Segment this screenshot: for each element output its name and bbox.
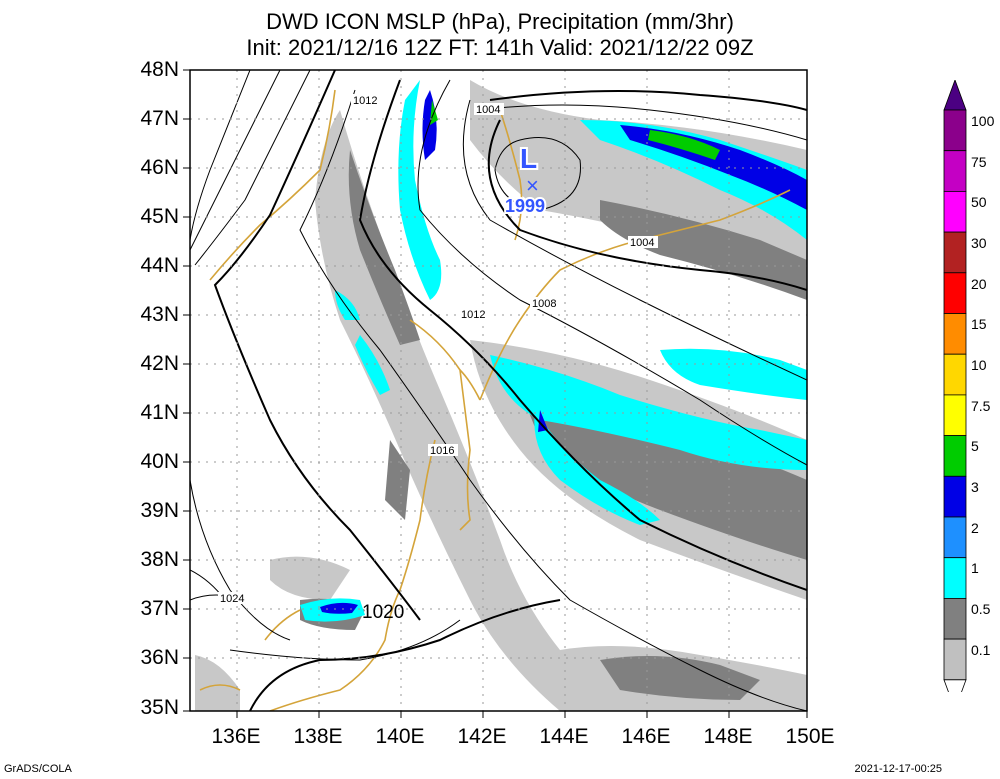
precip-colorbar <box>943 80 967 692</box>
colorbar-label: 5 <box>971 438 979 454</box>
lon-label: 148E <box>703 725 753 748</box>
colorbar-swatch <box>943 435 967 477</box>
colorbar-swatch-below <box>943 679 967 692</box>
colorbar-swatch <box>943 150 967 192</box>
lon-label: 138E <box>293 725 343 748</box>
lon-label: 146E <box>621 725 671 748</box>
lat-label: 38N <box>140 548 179 571</box>
map-title: DWD ICON MSLP (hPa), Precipitation (mm/3… <box>266 9 734 34</box>
isobar-label: 1012 <box>461 309 485 321</box>
lat-label: 40N <box>140 450 179 473</box>
colorbar-label: 0.5 <box>971 601 991 617</box>
colorbar-label: 1 <box>971 560 979 576</box>
svg-text:1999: 1999 <box>505 196 545 216</box>
colorbar-swatch <box>943 557 967 599</box>
lon-label: 140E <box>375 725 425 748</box>
coastlines <box>199 89 791 711</box>
precip-cyan-shading <box>300 80 807 622</box>
colorbar-swatch <box>943 394 967 436</box>
lat-label: 42N <box>140 352 179 375</box>
low-symbol: L <box>520 143 537 174</box>
lat-label: 47N <box>140 107 179 130</box>
map-frame <box>189 69 808 712</box>
lat-label: 43N <box>140 303 179 326</box>
colorbar-label: 0.1 <box>971 642 991 658</box>
colorbar-label: 30 <box>971 235 987 251</box>
low-center-marker-icon: × <box>526 173 539 198</box>
colorbar-swatch <box>943 272 967 314</box>
colorbar-swatch <box>943 109 967 152</box>
lat-label: 48N <box>140 58 179 81</box>
colorbar-swatch <box>943 598 967 640</box>
lat-label: 36N <box>140 646 179 669</box>
isobar-label: 1024 <box>220 593 244 605</box>
low-pressure-center: L L × 1999 1999 <box>503 141 547 218</box>
colorbar-label: 50 <box>971 194 987 210</box>
lon-label: 136E <box>211 725 261 748</box>
isobar-label-large: 1020 <box>362 602 404 623</box>
colorbar-label: 2 <box>971 520 979 536</box>
colorbar-swatch <box>943 231 967 274</box>
colorbar-swatch <box>943 80 967 111</box>
lon-label: 150E <box>785 725 835 748</box>
colorbar-swatch <box>943 353 967 396</box>
lon-label: 144E <box>539 725 589 748</box>
colorbar-swatch <box>943 475 967 518</box>
isobar-label: 1004 <box>476 104 500 116</box>
footer-credit: GrADS/COLA <box>4 763 72 775</box>
lat-label: 37N <box>140 597 179 620</box>
precip-mid-shading <box>300 150 807 700</box>
lon-label: 142E <box>457 725 507 748</box>
lat-label: 46N <box>140 156 179 179</box>
isobar-label: 1004 <box>630 237 654 249</box>
low-pressure-value: 1999 <box>505 196 545 216</box>
lat-label: 35N <box>140 696 179 719</box>
colorbar-label: 20 <box>971 276 987 292</box>
colorbar-swatch <box>943 191 967 233</box>
colorbar-label: 3 <box>971 479 979 495</box>
footer-timestamp: 2021-12-17-00:25 <box>854 763 942 775</box>
colorbar-label: 100 <box>971 113 995 129</box>
map-subtitle: Init: 2021/12/16 12Z FT: 141h Valid: 202… <box>246 35 754 60</box>
colorbar-swatch <box>943 516 967 559</box>
colorbar-label: 15 <box>971 316 987 332</box>
lat-label: 45N <box>140 205 179 228</box>
isobar-labels: 1012 1004 1004 1008 1012 1016 1024 <box>218 94 658 605</box>
colorbar-swatch <box>943 313 967 355</box>
svg-text:L: L <box>520 143 537 174</box>
colorbar-label: 7.5 <box>971 398 991 414</box>
axis-ticks <box>183 69 808 718</box>
isobar-label: 1008 <box>532 298 556 310</box>
colorbar-label: 75 <box>971 154 987 170</box>
isobar-label: 1012 <box>353 95 377 107</box>
isobar-label: 1016 <box>430 445 454 457</box>
lat-label: 39N <box>140 499 179 522</box>
isobars <box>190 70 807 711</box>
lat-lon-grid <box>190 70 807 711</box>
colorbar-swatch <box>943 638 967 681</box>
colorbar-label: 10 <box>971 357 987 373</box>
lat-label: 44N <box>140 254 179 277</box>
lat-label: 41N <box>140 401 179 424</box>
